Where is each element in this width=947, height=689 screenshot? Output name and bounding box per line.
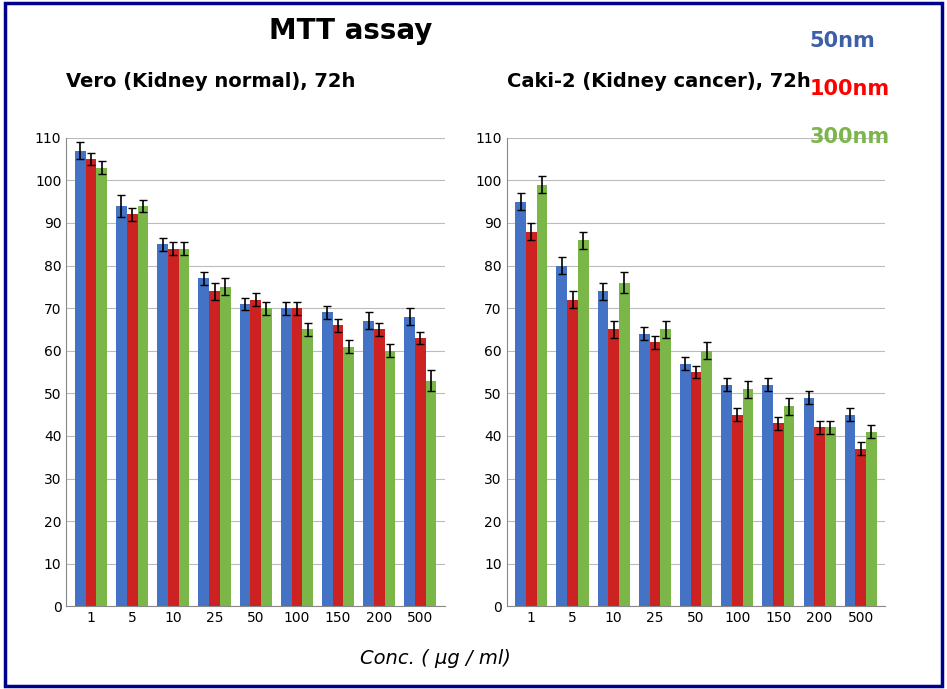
Bar bbox=[526, 232, 537, 606]
Bar bbox=[567, 300, 578, 606]
Bar bbox=[374, 329, 384, 606]
Bar bbox=[404, 317, 415, 606]
Bar bbox=[784, 406, 795, 606]
Bar bbox=[220, 287, 230, 606]
Bar bbox=[261, 308, 272, 606]
Bar bbox=[281, 308, 292, 606]
Text: 50nm: 50nm bbox=[810, 31, 875, 51]
Bar bbox=[292, 308, 302, 606]
Bar bbox=[619, 282, 630, 606]
Bar bbox=[332, 325, 344, 606]
Bar bbox=[537, 185, 547, 606]
Bar bbox=[168, 249, 179, 606]
Bar bbox=[116, 206, 127, 606]
Bar bbox=[75, 151, 85, 606]
Bar bbox=[825, 427, 835, 606]
Bar bbox=[426, 380, 437, 606]
Text: MTT assay: MTT assay bbox=[269, 17, 432, 45]
Bar bbox=[240, 304, 250, 606]
Bar bbox=[302, 329, 313, 606]
Bar bbox=[814, 427, 825, 606]
Bar bbox=[127, 214, 137, 606]
Bar bbox=[702, 351, 712, 606]
Bar bbox=[867, 432, 877, 606]
Bar bbox=[762, 385, 773, 606]
Text: 300nm: 300nm bbox=[810, 127, 890, 147]
Text: 100nm: 100nm bbox=[810, 79, 890, 99]
Bar bbox=[157, 245, 168, 606]
Bar bbox=[199, 278, 209, 606]
Bar bbox=[85, 159, 97, 606]
Bar bbox=[722, 385, 732, 606]
Bar bbox=[557, 265, 567, 606]
Bar bbox=[680, 364, 690, 606]
Bar bbox=[598, 291, 608, 606]
Bar bbox=[97, 167, 107, 606]
Bar bbox=[639, 333, 650, 606]
Bar bbox=[845, 415, 855, 606]
Text: Caki-2 (Kidney cancer), 72h: Caki-2 (Kidney cancer), 72h bbox=[507, 72, 811, 92]
Bar bbox=[690, 372, 702, 606]
Bar bbox=[363, 321, 374, 606]
Bar bbox=[742, 389, 753, 606]
Bar bbox=[732, 415, 742, 606]
Bar bbox=[660, 329, 670, 606]
Bar bbox=[415, 338, 426, 606]
Bar bbox=[773, 423, 784, 606]
Bar bbox=[250, 300, 261, 606]
Bar bbox=[515, 202, 526, 606]
Bar bbox=[137, 206, 149, 606]
Bar bbox=[344, 347, 354, 606]
Bar bbox=[650, 342, 660, 606]
Text: Vero (Kidney normal), 72h: Vero (Kidney normal), 72h bbox=[66, 72, 356, 92]
Bar bbox=[608, 329, 619, 606]
Bar bbox=[179, 249, 189, 606]
Text: Conc. ( μg / ml): Conc. ( μg / ml) bbox=[360, 649, 511, 668]
Bar bbox=[384, 351, 395, 606]
Bar bbox=[803, 398, 814, 606]
Bar bbox=[578, 240, 589, 606]
Bar bbox=[209, 291, 220, 606]
Bar bbox=[322, 312, 332, 606]
Bar bbox=[855, 449, 867, 606]
